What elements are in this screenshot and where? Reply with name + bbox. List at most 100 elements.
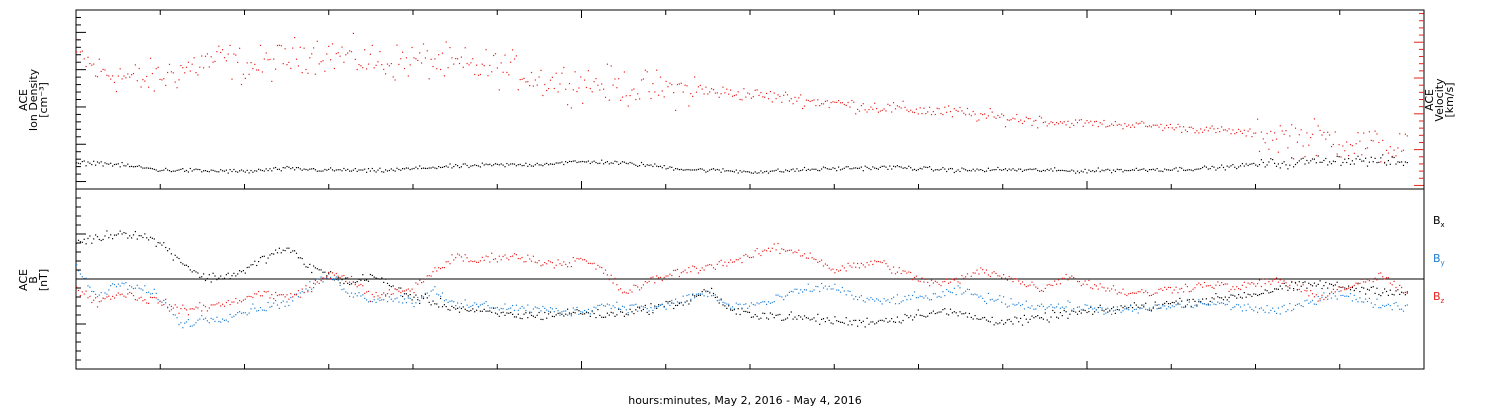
by-series-point — [851, 294, 853, 296]
velocity-series-point — [263, 58, 265, 60]
bz-series-point — [785, 250, 787, 252]
by-series-point — [805, 289, 807, 291]
density-series-point — [1160, 170, 1162, 172]
density-series-point — [237, 171, 239, 173]
bz-series-point — [959, 282, 961, 284]
by-series-point — [813, 289, 815, 291]
velocity-series-point — [803, 105, 806, 107]
bz-series-point — [449, 263, 451, 265]
density-series-point — [290, 168, 292, 170]
bx-series-point — [760, 317, 762, 319]
velocity-series-point — [159, 78, 161, 80]
bx-series-point — [1109, 310, 1111, 312]
density-series-point — [978, 169, 980, 171]
density-series-point — [648, 164, 650, 166]
bz-series-point — [457, 253, 459, 255]
density-series-point — [491, 165, 493, 167]
bx-series-point — [1361, 286, 1363, 288]
by-series-point — [1340, 294, 1342, 297]
bx-series-point — [1272, 291, 1274, 293]
density-series-point — [208, 171, 210, 173]
bx-series-point — [815, 320, 817, 322]
velocity-series-point — [1270, 130, 1272, 132]
by-series-point — [758, 303, 760, 305]
by-series-point — [595, 307, 597, 309]
density-series-point — [286, 165, 288, 168]
density-series-point — [305, 168, 307, 171]
velocity-series-point — [686, 85, 688, 87]
density-series-point — [231, 170, 233, 173]
bz-series-point — [216, 303, 218, 305]
bz-series-point — [225, 301, 227, 304]
velocity-series-point — [1251, 136, 1253, 138]
density-series-point — [604, 161, 607, 164]
bx-series-point — [686, 300, 688, 302]
density-series-point — [912, 169, 914, 171]
bz-series-point — [767, 247, 770, 249]
velocity-series-point — [576, 91, 578, 93]
by-series-point — [839, 291, 842, 293]
bz-series-point — [917, 280, 919, 282]
density-series-point — [915, 169, 917, 172]
density-series-point — [79, 163, 81, 165]
bz-series-point — [197, 307, 199, 309]
bx-series-point — [440, 297, 442, 300]
bz-series-point — [968, 278, 970, 280]
bx-series-point — [364, 279, 366, 281]
density-series-point — [1150, 169, 1152, 171]
velocity-series-point — [650, 97, 652, 100]
bx-series-point — [676, 304, 679, 306]
density-series-point — [1238, 166, 1240, 168]
velocity-series-point — [927, 111, 929, 113]
velocity-series-point — [87, 56, 89, 58]
density-series-point — [650, 164, 652, 166]
bz-series-point — [673, 269, 675, 271]
velocity-series-point — [815, 105, 817, 107]
velocity-series-point — [568, 83, 571, 85]
bz-series-point — [1338, 286, 1340, 288]
bx-series-point — [369, 273, 371, 276]
bz-series-point — [1175, 286, 1177, 288]
density-series-point — [383, 171, 385, 173]
bx-series-point — [1334, 284, 1336, 286]
bx-series-point — [775, 314, 777, 316]
density-series-point — [1090, 170, 1092, 172]
density-series-point — [1249, 163, 1251, 165]
density-series-point — [1023, 169, 1025, 171]
density-series-point — [1092, 170, 1094, 172]
velocity-series-point — [383, 68, 385, 70]
density-series-point — [199, 169, 201, 171]
bx-series-point — [546, 317, 548, 319]
density-series-point — [311, 168, 313, 170]
bz-series-point — [824, 263, 826, 265]
velocity-series-point — [1321, 134, 1323, 136]
velocity-series-point — [902, 100, 904, 102]
velocity-series-point — [1209, 127, 1211, 129]
bz-series-point — [542, 264, 544, 266]
by-series-point — [1078, 306, 1080, 308]
bz-series-point — [182, 304, 184, 306]
by-series-point — [292, 300, 294, 302]
bz-series-point — [620, 288, 622, 290]
bz-series-point — [803, 253, 806, 255]
bx-series-point — [578, 310, 580, 312]
density-series-point — [1253, 162, 1255, 164]
bx-series-point — [517, 313, 519, 315]
bz-series-point — [910, 271, 912, 274]
bx-series-point — [282, 249, 284, 251]
velocity-series-point — [853, 101, 855, 103]
bz-series-point — [1310, 290, 1312, 292]
velocity-series-point — [1346, 141, 1348, 143]
bz-series-point — [874, 260, 876, 262]
by-series-point — [540, 310, 542, 312]
bx-series-point — [1012, 323, 1014, 325]
by-series-point — [1021, 303, 1024, 306]
bz-series-point — [690, 271, 692, 273]
by-series-point — [629, 304, 631, 306]
by-series-point — [464, 299, 466, 301]
density-series-point — [100, 161, 102, 163]
by-series-point — [724, 302, 726, 304]
velocity-series-point — [1014, 118, 1016, 120]
density-series-point — [612, 162, 614, 164]
by-series-point — [227, 321, 229, 323]
